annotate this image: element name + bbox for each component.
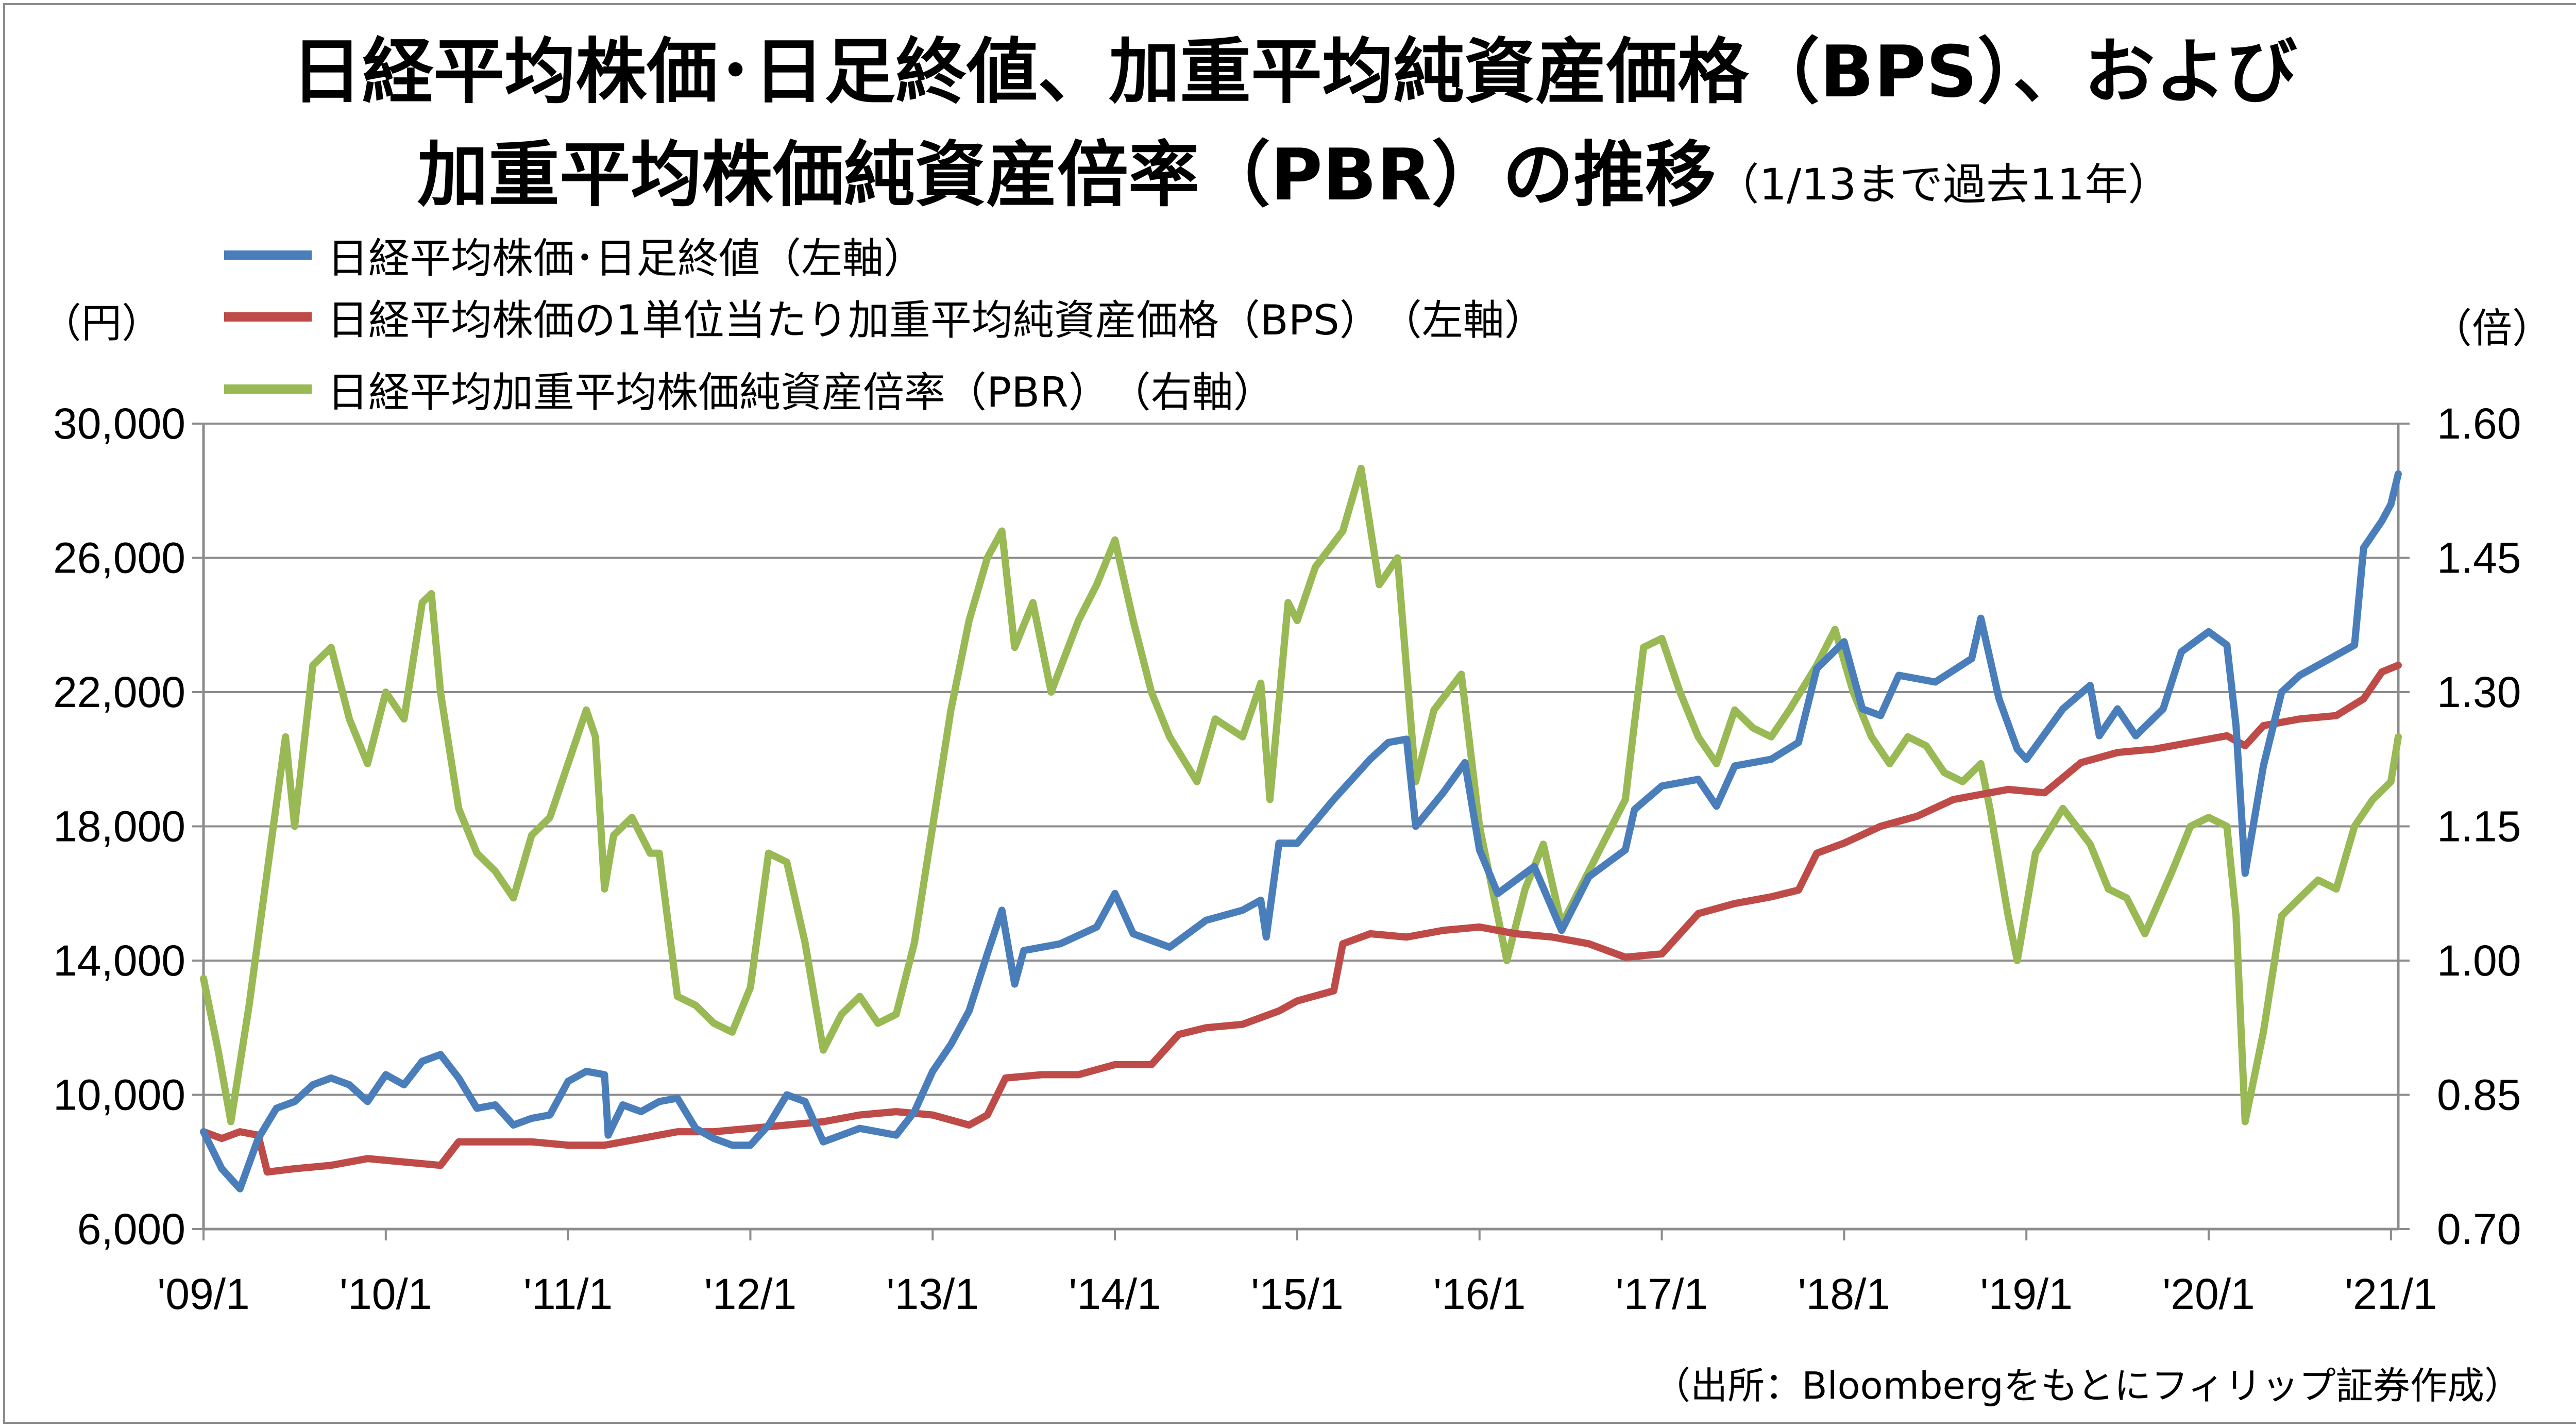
x-tick-label: '20/1 <box>2162 1270 2255 1318</box>
right-tick-label: 0.70 <box>2437 1205 2521 1253</box>
legend-label-pbr: 日経平均加重平均株価純資産倍率（PBR） （右軸） <box>327 368 1275 416</box>
legend-label-bps: 日経平均株価の1単位当たり加重平均純資産価格（BPS） （左軸） <box>327 296 1546 344</box>
right-tick-label: 1.45 <box>2437 534 2521 582</box>
legend-swatch-nikkei <box>224 250 312 260</box>
source-note: （出所：Bloombergをもとにフィリップ証券作成） <box>1653 1364 2521 1407</box>
left-tick-label: 10,000 <box>53 1071 185 1119</box>
x-tick-label: '16/1 <box>1433 1270 1526 1318</box>
x-tick-label: '17/1 <box>1616 1270 1708 1318</box>
right-tick-label: 1.00 <box>2437 936 2521 985</box>
right-tick-label: 1.15 <box>2437 802 2521 851</box>
right-tick-label: 1.60 <box>2437 399 2521 448</box>
x-tick-label: '09/1 <box>157 1270 250 1318</box>
chart-title-line1: 日経平均株価･日足終値、加重平均純資産価格（BPS）、および <box>291 30 2297 113</box>
series-line-pbr <box>200 464 2402 1125</box>
x-tick-label: '19/1 <box>1980 1270 2073 1318</box>
x-tick-label: '11/1 <box>523 1270 613 1318</box>
left-tick-label: 30,000 <box>53 399 185 448</box>
legend-item-nikkei: 日経平均株価･日足終値（左軸） <box>224 227 925 283</box>
x-tick-label: '13/1 <box>887 1270 979 1318</box>
legend-label-nikkei: 日経平均株価･日足終値（左軸） <box>327 234 925 282</box>
left-tick-label: 22,000 <box>53 668 185 716</box>
x-tick-label: '18/1 <box>1798 1270 1891 1318</box>
x-tick-label: '15/1 <box>1251 1270 1344 1318</box>
right-tick-label: 1.30 <box>2437 668 2521 716</box>
right-tick-label: 0.85 <box>2437 1071 2521 1119</box>
chart-title-line2: 加重平均株価純資産倍率（PBR）の推移（1/13まで過去11年） <box>0 131 2576 228</box>
chart-title-period: （1/13まで過去11年） <box>1716 159 2172 210</box>
left-tick-label: 6,000 <box>77 1205 185 1253</box>
x-tick-label: '21/1 <box>2345 1270 2437 1318</box>
left-axis-unit: （円） <box>41 300 162 347</box>
left-tick-label: 14,000 <box>53 936 185 985</box>
x-tick-label: '12/1 <box>704 1270 797 1318</box>
x-tick-label: '14/1 <box>1069 1270 1161 1318</box>
chart-frame <box>3 3 2576 1424</box>
legend-item-pbr: 日経平均加重平均株価純資産倍率（PBR） （右軸） <box>224 361 1275 417</box>
legend-swatch-bps <box>224 312 312 322</box>
legend-swatch-pbr <box>224 384 312 394</box>
chart-title-main: 加重平均株価純資産倍率（PBR）の推移 <box>417 133 1716 216</box>
x-tick-label: '10/1 <box>340 1270 432 1318</box>
series-line-nikkei <box>200 470 2402 1192</box>
right-axis-unit: （倍） <box>2432 306 2553 352</box>
left-tick-label: 26,000 <box>53 534 185 582</box>
legend-item-bps: 日経平均株価の1単位当たり加重平均純資産価格（BPS） （左軸） <box>224 289 1546 345</box>
left-tick-label: 18,000 <box>53 802 185 851</box>
series-line-bps <box>200 661 2402 1176</box>
